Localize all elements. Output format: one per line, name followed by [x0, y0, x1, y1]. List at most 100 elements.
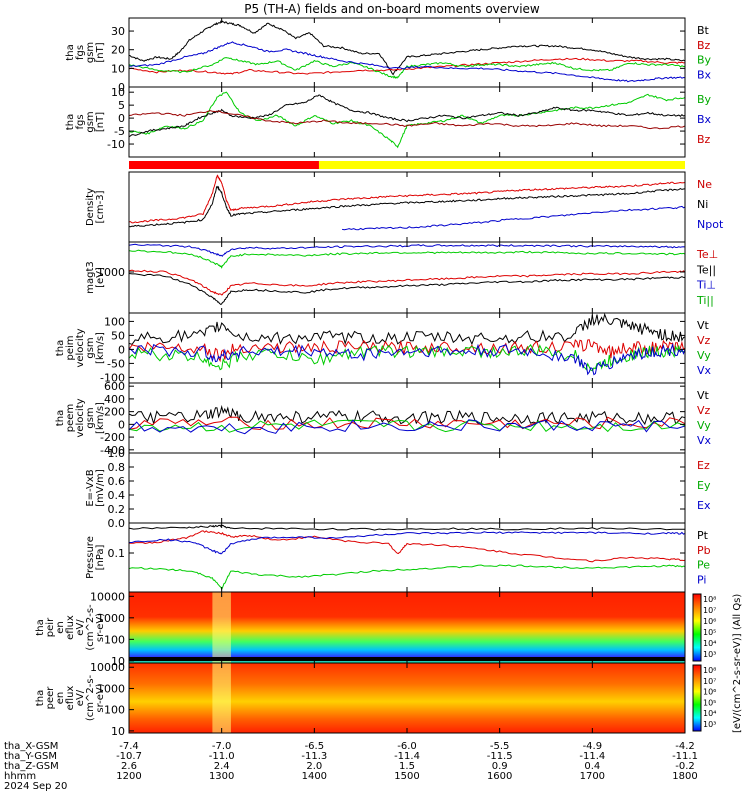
legend-Vt: Vt	[697, 389, 710, 402]
x-row-value: 1800	[672, 771, 697, 782]
x-row-value: 2.0	[306, 761, 322, 772]
panel-peir_eflux: 10100100010000thapeirenefluxeV/(cm^2-s-s…	[35, 590, 686, 668]
series-Npot	[342, 205, 686, 231]
x-row-value: -11.4	[579, 751, 605, 762]
y-axis-label-line: sr-eV)	[95, 683, 106, 712]
x-row-value: 2.6	[121, 761, 137, 772]
y-axis-label: thafgsgsm[nT]	[65, 111, 106, 132]
mode-segment	[318, 161, 685, 169]
y-axis-label-line: peem	[65, 404, 76, 432]
y-tick-label: 10	[111, 655, 125, 668]
y-axis-label-line: tha	[35, 619, 46, 635]
y-tick-label: 10000	[90, 661, 125, 674]
y-tick-label: 50	[111, 329, 125, 342]
series-Vy	[128, 344, 686, 372]
y-tick-label: 1000	[97, 266, 125, 279]
colorbar-tick: 10⁸	[703, 595, 716, 604]
y-tick-label: 0	[118, 343, 125, 356]
y-axis-label: magt3[eV]	[85, 261, 106, 294]
y-tick-label: 10000	[90, 590, 125, 603]
x-row-label: tha_Z-GSM	[4, 761, 59, 772]
y-axis-label: Density[cm-3]	[85, 188, 106, 226]
colorbar-label: [eV/(cm^2-s-sr-eV)] (All Qs)	[732, 594, 743, 733]
y-axis-label-line: peir	[45, 617, 56, 637]
spectrogram-disturbance	[212, 592, 231, 663]
legend-Ez: Ez	[697, 459, 710, 472]
y-axis-label-line: [nT]	[95, 112, 106, 132]
x-date: 2024 Sep 20	[4, 781, 67, 792]
y-tick-label: 0.0	[108, 517, 126, 530]
y-axis-label-line: en	[55, 692, 66, 705]
y-axis-label-line: eflux	[65, 615, 76, 640]
y-axis-label-line: peer	[45, 686, 56, 710]
legend-Vz: Vz	[697, 334, 711, 347]
y-tick-label: 5	[118, 99, 125, 112]
series-Bx	[128, 41, 686, 83]
x-row-value: -11.3	[301, 751, 327, 762]
y-tick-label: 0.4	[108, 489, 126, 502]
legend-Npot: Npot	[697, 218, 724, 231]
x-row-value: -4.2	[675, 741, 695, 752]
legend-Pe: Pe	[697, 559, 710, 572]
y-axis-label-line: E=-VxB	[85, 469, 96, 506]
y-axis-label-line: [eV]	[95, 267, 106, 288]
y-axis-label-line: (cm^2-s-	[85, 604, 96, 651]
y-axis-label-line: tha	[65, 114, 76, 130]
y-tick-label: 30	[111, 25, 125, 38]
legend-By: By	[697, 93, 712, 106]
series-Vt	[128, 404, 686, 426]
colorbar-tick: 10⁴	[703, 639, 716, 648]
y-tick-label: 0.8	[108, 461, 126, 474]
y-tick-label: 0.1	[108, 547, 126, 560]
y-tick-label: 1000	[97, 682, 125, 695]
y-axis-label: thapeemvelocitygsm[km/s]	[55, 398, 106, 437]
legend-By: By	[697, 54, 712, 67]
x-row-value: 1300	[209, 771, 234, 782]
colorbar-tick: 10⁷	[703, 606, 716, 615]
x-row-value: -6.5	[305, 741, 325, 752]
plot-title: P5 (TH-A) fields and on-board moments ov…	[244, 2, 540, 16]
y-axis-label-line: [km/s]	[95, 332, 106, 364]
y-axis-label: E=-VxB[mV/m]	[85, 469, 106, 507]
y-axis-label-line: sr-eV)	[95, 613, 106, 642]
colorbar-tick: 10⁸	[703, 666, 716, 675]
legend-Pi: Pi	[697, 573, 706, 586]
series-Vz	[128, 416, 686, 431]
series-Vx	[128, 419, 686, 435]
y-axis-label-line: tha	[55, 410, 66, 426]
y-axis-label-line: Density	[85, 188, 96, 226]
legend-Te⊥: Te⊥	[696, 248, 718, 261]
legend-Te||: Te||	[696, 263, 716, 276]
legend-Bz: Bz	[697, 133, 711, 146]
x-row-value: -0.2	[675, 761, 695, 772]
x-row-value: -5.5	[490, 741, 510, 752]
y-tick-label: 100	[104, 315, 125, 328]
y-tick-label: -50	[107, 357, 125, 370]
legend-Ex: Ex	[697, 499, 711, 512]
legend-Ti⊥: Ti⊥	[696, 279, 716, 292]
legend-Vy: Vy	[697, 419, 711, 432]
colorbar-tick: 10³	[703, 720, 716, 729]
legend-Ni: Ni	[697, 198, 708, 211]
series-Vy	[128, 419, 686, 433]
colorbar	[692, 593, 702, 662]
x-row-value: -11.0	[209, 751, 235, 762]
y-tick-label: -100	[100, 371, 125, 384]
y-axis-label-line: (cm^2-s-	[85, 674, 96, 721]
series-Pe	[128, 564, 686, 591]
y-axis-label-line: fgs	[75, 45, 86, 60]
legend-Bz: Bz	[697, 39, 711, 52]
series-Ne	[128, 174, 686, 224]
panel-peer_eflux: 10100100010000thapeerenefluxeV/(cm^2-s-s…	[35, 661, 686, 738]
series-Vt	[128, 312, 686, 346]
y-axis-label-line: gsm	[85, 111, 96, 132]
y-tick-label: 200	[104, 406, 125, 419]
series-By	[128, 57, 685, 79]
x-row-value: -7.4	[119, 741, 139, 752]
y-axis-label-line: velocity	[75, 328, 86, 367]
y-tick-label: -200	[100, 431, 125, 444]
series-Pb	[128, 530, 686, 563]
